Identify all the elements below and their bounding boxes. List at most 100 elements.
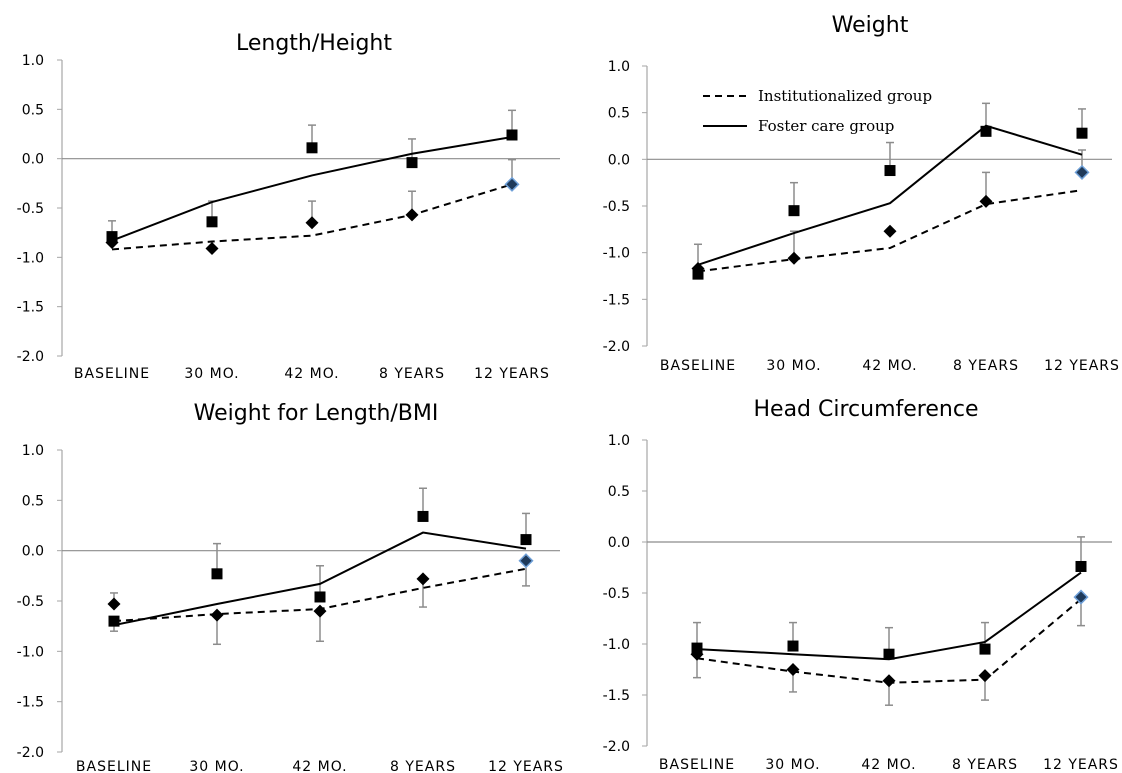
chart-title: Length/Height <box>236 31 392 56</box>
series-institutionalized <box>107 553 534 646</box>
y-tick-label: 0.5 <box>22 493 44 509</box>
y-tick-label: -1.0 <box>17 250 44 266</box>
y-tick-label: 1.0 <box>22 443 44 459</box>
data-point-diamond <box>205 241 219 255</box>
y-tick-label: -2.0 <box>603 339 630 355</box>
series-institutionalized <box>105 158 520 255</box>
legend: Institutionalized group Foster care group <box>703 87 932 135</box>
data-point-square <box>106 231 118 243</box>
legend-label: Institutionalized group <box>758 87 932 105</box>
y-tick-label: -1.5 <box>17 695 44 711</box>
data-point-square <box>206 216 218 228</box>
data-point-square <box>417 510 429 522</box>
y-tick-label: -2.0 <box>17 745 44 761</box>
trend-line <box>697 189 1083 273</box>
x-tick-label: BASELINE <box>76 759 152 773</box>
data-point-square <box>506 129 518 141</box>
series-foster-care <box>692 102 1088 280</box>
y-tick-label: -1.5 <box>603 688 630 704</box>
data-point-square <box>979 643 991 655</box>
y-tick-label: -1.5 <box>603 292 630 308</box>
trend-line <box>111 183 513 251</box>
data-point-square <box>884 165 896 177</box>
trend-line <box>111 135 513 242</box>
x-tick-label: 30 MO. <box>184 366 239 382</box>
x-tick-label: 8 YEARS <box>379 366 445 382</box>
y-tick-label: -2.0 <box>17 349 44 365</box>
x-tick-label: BASELINE <box>659 757 735 773</box>
chart-title: Weight for Length/BMI <box>194 401 439 426</box>
x-tick-label: 42 MO. <box>284 366 339 382</box>
y-tick-label: -0.5 <box>17 594 44 610</box>
data-point-diamond <box>416 572 430 586</box>
data-point-diamond <box>1074 164 1090 180</box>
data-point-square <box>980 125 992 137</box>
data-point-square <box>520 534 532 546</box>
legend-label: Foster care group <box>758 117 894 135</box>
trend-line <box>697 124 1083 266</box>
data-point-diamond <box>978 669 992 683</box>
x-tick-label: 12 YEARS <box>1043 757 1119 773</box>
data-point-diamond <box>882 674 896 688</box>
x-tick-label: 12 YEARS <box>488 759 564 773</box>
data-point-diamond <box>210 608 224 622</box>
data-point-square <box>314 591 326 603</box>
data-point-square <box>1075 560 1087 572</box>
data-point-square <box>108 615 120 627</box>
data-point-diamond <box>405 208 419 222</box>
series-foster-care <box>106 109 518 243</box>
data-point-diamond <box>786 663 800 676</box>
y-tick-label: 1.0 <box>608 59 630 75</box>
chart-panel-2: Weight 1.0 0.5 0.0 -0.5 -1.0 -1.5 -2.0 BASELINE 3… <box>603 13 1120 374</box>
chart-title: Weight <box>832 13 909 38</box>
data-point-square <box>1076 127 1088 139</box>
data-point-square <box>788 205 800 217</box>
data-point-square <box>306 142 318 154</box>
x-tick-label: 30 MO. <box>189 759 244 773</box>
x-tick-label: BASELINE <box>660 358 736 374</box>
chart-title: Head Circumference <box>754 397 979 422</box>
x-tick-label: BASELINE <box>74 366 150 382</box>
data-point-diamond <box>107 597 121 611</box>
x-tick-label: 12 YEARS <box>1044 358 1120 374</box>
series-institutionalized <box>691 149 1090 276</box>
data-point-square <box>787 640 799 652</box>
data-point-diamond <box>883 224 897 238</box>
x-tick-label: 42 MO. <box>861 757 916 773</box>
data-point-diamond <box>518 553 534 569</box>
x-tick-label: 30 MO. <box>766 358 821 374</box>
data-point-diamond <box>1073 589 1089 605</box>
y-tick-label: 0.5 <box>608 106 630 122</box>
y-tick-label: -1.0 <box>603 246 630 262</box>
chart-panel-3: Weight for Length/BMI 1.0 0.5 0.0 -0.5 -1.0 -1… <box>17 401 564 773</box>
y-tick-label: -2.0 <box>603 739 630 755</box>
data-point-diamond <box>979 194 993 208</box>
data-point-diamond <box>787 251 801 265</box>
x-tick-label: 42 MO. <box>292 759 347 773</box>
x-tick-label: 8 YEARS <box>953 358 1019 374</box>
y-tick-label: -0.5 <box>603 586 630 602</box>
data-point-diamond <box>313 604 327 618</box>
data-point-square <box>211 568 223 580</box>
y-tick-label: 0.0 <box>608 152 630 168</box>
x-tick-label: 8 YEARS <box>952 757 1018 773</box>
data-point-square <box>692 268 704 280</box>
series-foster-care <box>691 536 1087 661</box>
data-point-diamond <box>305 216 319 230</box>
y-tick-label: 0.5 <box>608 484 630 500</box>
y-tick-label: 1.0 <box>22 53 44 69</box>
y-tick-label: -0.5 <box>17 201 44 217</box>
trend-line <box>113 531 527 627</box>
y-tick-label: 0.5 <box>22 102 44 118</box>
data-point-square <box>883 648 895 660</box>
data-point-square <box>406 157 418 169</box>
data-point-diamond <box>504 176 520 192</box>
chart-panel-4: Head Circumference 1.0 0.5 0.0 -0.5 -1.0 -1.5 -… <box>603 397 1119 773</box>
y-tick-label: -1.0 <box>17 644 44 660</box>
chart-panel-1: Length/Height 1.0 0.5 0.0 -0.5 -1.0 -1.5 -2.0 BA… <box>17 31 560 382</box>
x-tick-label: 8 YEARS <box>390 759 456 773</box>
x-tick-label: 42 MO. <box>862 358 917 374</box>
series-institutionalized <box>690 589 1089 706</box>
y-tick-label: -1.5 <box>17 300 44 316</box>
